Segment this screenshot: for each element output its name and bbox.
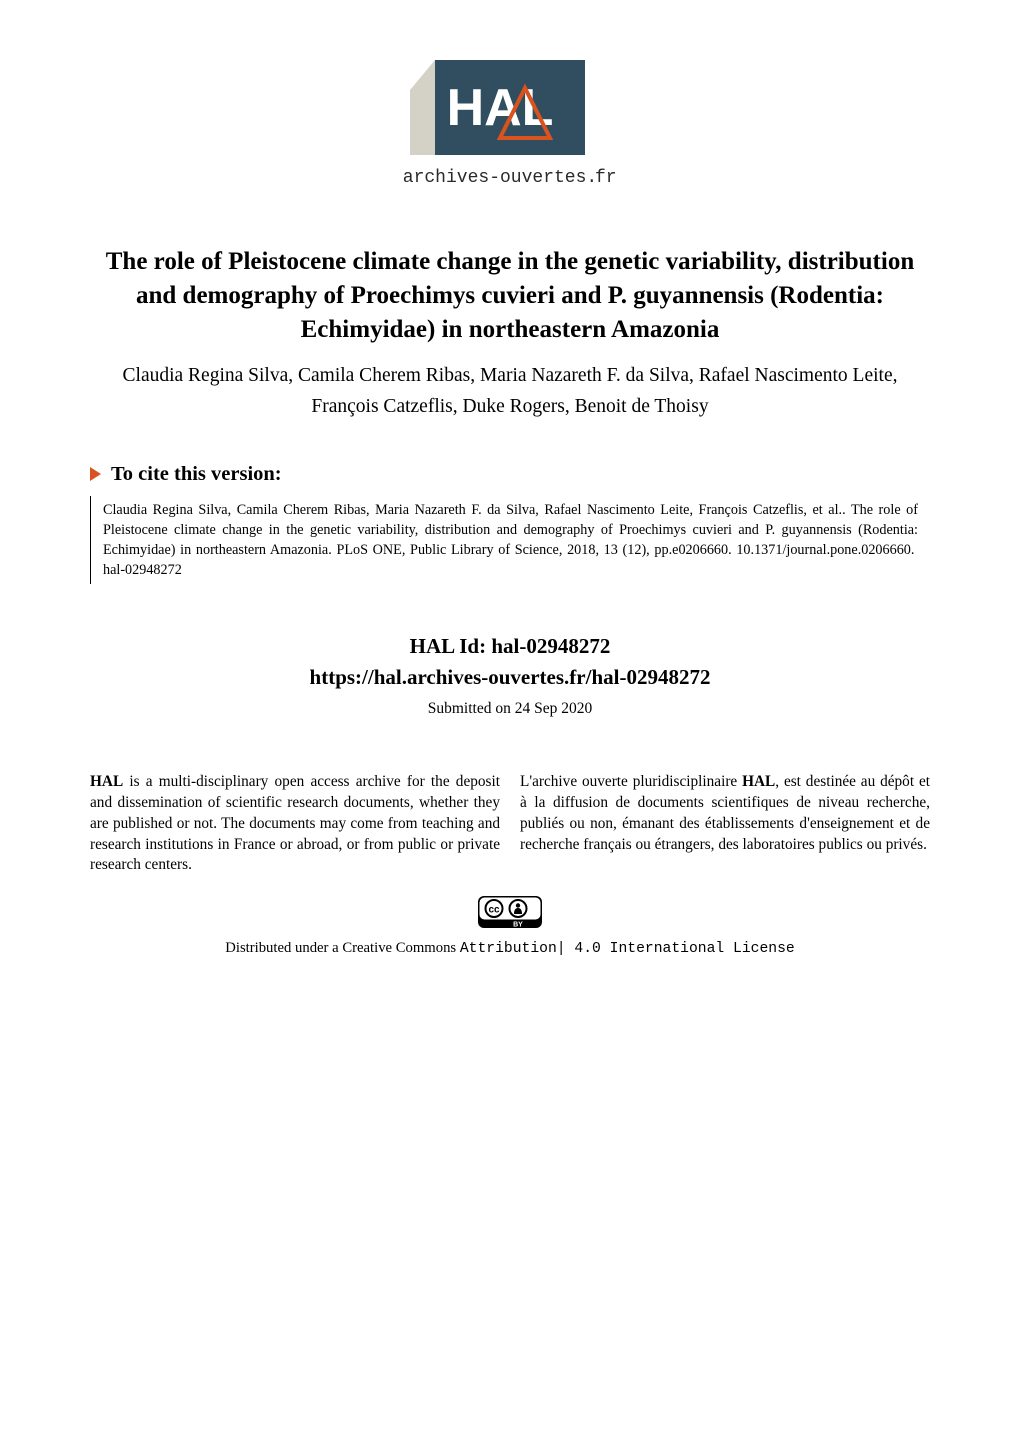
cite-header-text: To cite this version: (111, 463, 282, 486)
cc-logo-icon: cc BY (478, 896, 542, 928)
svg-text:HAL: HAL (447, 79, 554, 137)
hal-url: https://hal.archives-ouvertes.fr/hal-029… (0, 665, 1020, 690)
cite-header: To cite this version: (90, 463, 930, 486)
hal-logo: HAL archives-ouvertes. fr (395, 60, 625, 200)
description-left-text: is a multi-disciplinary open access arch… (90, 773, 500, 873)
hal-logo-container: HAL archives-ouvertes. fr (0, 0, 1020, 245)
citation-text: Claudia Regina Silva, Camila Cherem Riba… (90, 496, 930, 585)
author-list: Claudia Regina Silva, Camila Cherem Riba… (90, 360, 930, 422)
description-left: HAL is a multi-disciplinary open access … (90, 772, 500, 876)
title-block: The role of Pleistocene climate change i… (0, 245, 1020, 423)
hal-id: HAL Id: hal-02948272 (0, 634, 1020, 659)
svg-text:cc: cc (488, 905, 500, 916)
description-right: L'archive ouverte pluridisciplinaire HAL… (520, 772, 930, 876)
triangle-icon (90, 467, 101, 481)
license-link: Attribution| 4.0 International License (460, 941, 795, 957)
svg-text:BY: BY (513, 922, 523, 929)
hal-id-block: HAL Id: hal-02948272 https://hal.archive… (0, 634, 1020, 718)
hal-bold-left: HAL (90, 773, 123, 790)
svg-text:fr: fr (595, 168, 617, 188)
description-columns: HAL is a multi-disciplinary open access … (0, 772, 1020, 876)
hal-bold-right: HAL (742, 773, 775, 790)
submitted-date: Submitted on 24 Sep 2020 (0, 700, 1020, 718)
svg-text:archives-ouvertes.: archives-ouvertes. (403, 168, 597, 188)
license-text: Distributed under a Creative Commons Att… (0, 940, 1020, 957)
cite-section: To cite this version: Claudia Regina Sil… (0, 463, 1020, 585)
description-right-pre: L'archive ouverte pluridisciplinaire (520, 773, 742, 790)
paper-title: The role of Pleistocene climate change i… (90, 245, 930, 346)
license-pre: Distributed under a Creative Commons (225, 940, 460, 956)
license-block: cc BY Distributed under a Creative Commo… (0, 896, 1020, 957)
